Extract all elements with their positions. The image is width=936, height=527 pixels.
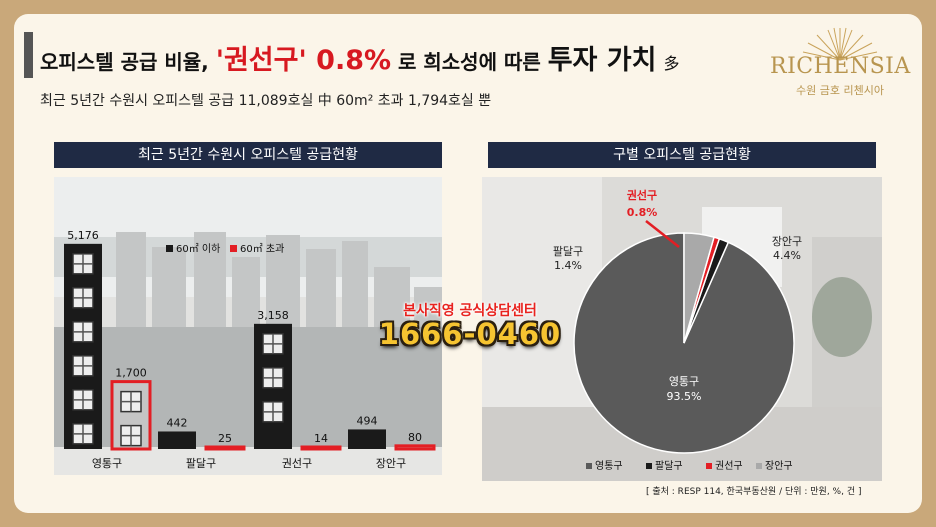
bar-value-label: 3,158 xyxy=(257,309,289,322)
source-note: [ 출처 : RESP 114, 한국부동산원 / 단위 : 만원, %, 건 … xyxy=(646,487,862,497)
category-label: 영통구 xyxy=(92,457,122,470)
page-subtitle: 최근 5년간 수원시 오피스텔 공급 11,089호실 中 60m² 초과 1,… xyxy=(40,93,492,109)
category-label: 장안구 xyxy=(376,457,406,470)
pie-legend: 영통구 팔달구 권선구 장안구 xyxy=(586,460,793,472)
legend-label: 팔달구 xyxy=(655,460,683,472)
brand-logo: RICHENSIA 수원 금호 리첸시아 xyxy=(770,24,910,104)
legend-swatch xyxy=(230,245,237,252)
bar-value-label: 25 xyxy=(218,432,232,445)
slice-value-yeongtong: 93.5% xyxy=(667,390,702,403)
bar-large-1 xyxy=(204,445,246,451)
slice-label-jangan: 장안구 xyxy=(772,235,802,248)
bar-value-label: 442 xyxy=(167,416,188,429)
building-window-icon xyxy=(262,367,284,389)
building-window-icon xyxy=(72,321,94,343)
slice-label-paldal: 팔달구 xyxy=(553,245,583,258)
bar-large-3 xyxy=(394,444,436,451)
bar-large-2 xyxy=(300,445,342,451)
legend-swatch xyxy=(646,463,652,469)
building-window-icon xyxy=(72,389,94,411)
building-window-icon xyxy=(72,423,94,445)
building-window-icon xyxy=(120,424,142,447)
pie-chart-panel: 영통구 93.5% 팔달구 1.4% 권선구 0.8% 장안구 4.4% 영통구 팔달구 권선구 장안… xyxy=(482,177,882,481)
category-label: 팔달구 xyxy=(186,457,216,470)
bar-chart-title: 최근 5년간 수원시 오피스텔 공급현황 xyxy=(54,142,442,168)
legend-swatch xyxy=(586,463,592,469)
pie-slice-3 xyxy=(683,232,715,344)
bar-chart-panel: 5,176 1,700 영통구 442 25 팔달구 3,158 14 권선구 494 80 장안구 6… xyxy=(54,177,442,475)
bar-value-label: 1,700 xyxy=(115,367,147,380)
title-accent-bar xyxy=(24,32,33,78)
building-window-icon xyxy=(262,401,284,423)
consult-center-label: 본사직영 공식상담센터 xyxy=(403,303,537,319)
bar-legend: 60㎡ 이하 60㎡ 초과 xyxy=(166,242,284,255)
slice-value-jangan: 4.4% xyxy=(773,249,801,262)
bar-value-label: 494 xyxy=(357,414,378,427)
bar-value-label: 5,176 xyxy=(67,229,99,242)
slice-value-gwonseon: 0.8% xyxy=(627,206,658,219)
gwonseon-callout-line xyxy=(645,220,680,248)
title-highlight: '권선구' 0.8% xyxy=(215,45,392,76)
logo-name: RICHENSIA xyxy=(770,54,911,79)
bar-value-label: 14 xyxy=(314,432,328,445)
building-window-icon xyxy=(72,253,94,275)
category-label: 권선구 xyxy=(282,457,312,470)
legend-swatch xyxy=(166,245,173,252)
legend-label: 60㎡ 초과 xyxy=(240,243,284,255)
phone-number[interactable]: 1666-0460 xyxy=(378,317,562,351)
legend-label: 60㎡ 이하 xyxy=(176,242,220,255)
title-part-a: 오피스텔 공급 비율, xyxy=(40,50,209,74)
slice-label-yeongtong: 영통구 xyxy=(669,375,699,388)
building-window-icon xyxy=(120,390,142,413)
bar-value-label: 80 xyxy=(408,431,422,444)
legend-swatch xyxy=(706,463,712,469)
title-big: 투자 가치 xyxy=(547,45,657,76)
legend-swatch xyxy=(756,463,762,469)
sunburst-icon xyxy=(802,27,878,61)
title-part-b: 로 희소성에 따른 xyxy=(398,50,541,74)
legend-label: 권선구 xyxy=(715,460,743,472)
legend-label: 영통구 xyxy=(595,460,623,472)
logo-subtitle: 수원 금호 리첸시아 xyxy=(796,84,884,97)
slice-label-gwonseon: 권선구 xyxy=(627,188,657,202)
page-title: 오피스텔 공급 비율, '권선구' 0.8% 로 희소성에 따른 투자 가치 多 xyxy=(40,38,679,77)
building-window-icon xyxy=(262,333,284,355)
slice-value-paldal: 1.4% xyxy=(554,259,582,272)
pie-chart-title: 구별 오피스텔 공급현황 xyxy=(488,142,876,168)
bar-small-3 xyxy=(348,429,386,449)
bar-small-1 xyxy=(158,431,196,449)
building-window-icon xyxy=(72,287,94,309)
legend-label: 장안구 xyxy=(765,460,793,472)
building-window-icon xyxy=(72,355,94,377)
bar-small-0 xyxy=(64,243,102,449)
title-part-c: 多 xyxy=(663,54,680,73)
